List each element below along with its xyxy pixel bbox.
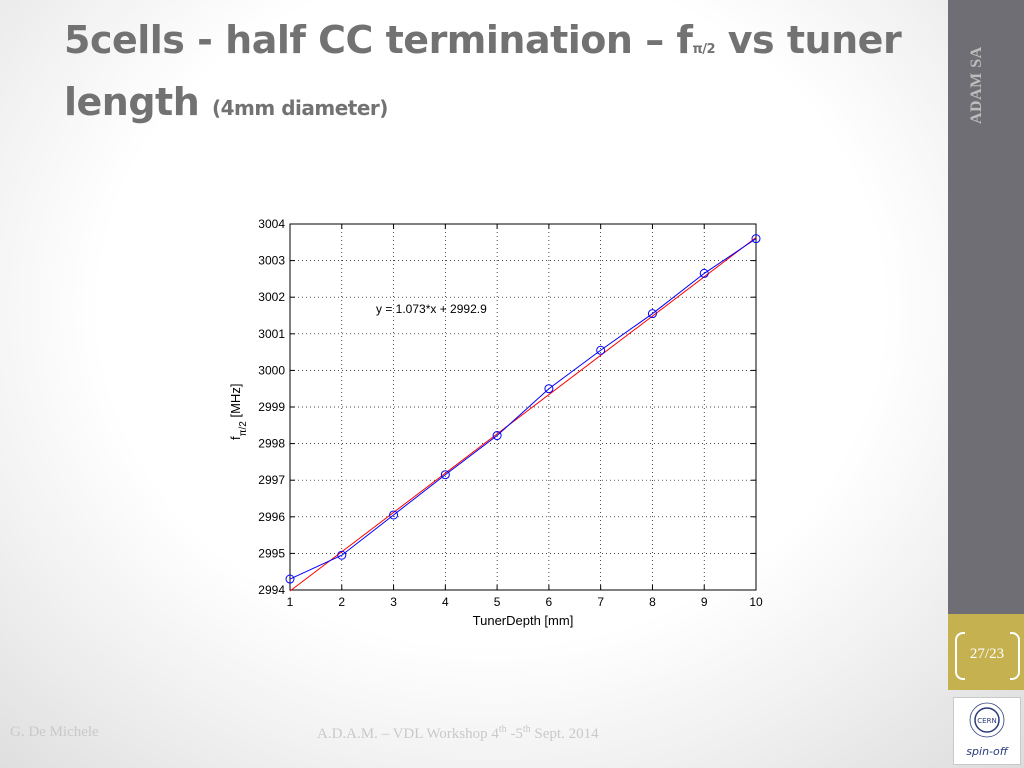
y-tick-label: 3000 — [258, 363, 285, 377]
sidebar-company-label: ADAM SA — [968, 46, 985, 124]
x-tick-label: 3 — [390, 595, 397, 609]
footer-event: A.D.A.M. – VDL Workshop 4th -5th Sept. 2… — [317, 724, 599, 743]
data-point — [596, 345, 606, 355]
fit-equation-annotation: y = 1.073*x + 2992.9 — [376, 302, 487, 316]
sidebar-band — [948, 0, 1024, 614]
x-tick-label: 8 — [649, 595, 656, 609]
y-tick-label: 2994 — [258, 583, 285, 597]
y-tick-label: 2996 — [258, 510, 285, 524]
title-text-1: 5cells - half CC termination – f — [64, 18, 693, 62]
data-point — [285, 574, 295, 584]
footer-event-a: A.D.A.M. – VDL Workshop 4 — [317, 726, 499, 742]
y-tick-label: 3004 — [258, 217, 285, 231]
cern-logo-icon: CERN — [969, 702, 1005, 738]
y-axis-label-main: f — [228, 436, 243, 440]
x-tick-label: 7 — [597, 595, 604, 609]
title-subscript: π/2 — [692, 42, 716, 57]
y-tick-label: 3002 — [258, 290, 285, 304]
x-tick-label: 6 — [546, 595, 553, 609]
y-axis-label: fπ/2 [MHz] — [228, 384, 249, 440]
x-tick-label: 1 — [287, 595, 294, 609]
data-point — [440, 470, 450, 480]
page-number: 27/23 — [969, 645, 1005, 662]
left-bracket-icon — [955, 632, 965, 680]
footer-sup-2: th — [522, 724, 531, 735]
y-tick-label: 3001 — [258, 327, 285, 341]
footer-sup-1: th — [498, 724, 507, 735]
data-point — [544, 384, 554, 394]
y-tick-label: 3003 — [258, 254, 285, 268]
right-bracket-icon — [1010, 632, 1020, 680]
y-tick-label: 2995 — [258, 546, 285, 560]
cern-spin-off-logo: CERN spin-off — [953, 697, 1021, 765]
title-text-2: vs tuner length — [64, 18, 902, 124]
chart: 1 2 3 4 5 6 7 8 9 10 2994 2995 2996 2997 2998 2999 3000 3… — [228, 217, 763, 628]
slide-title: 5cells - half CC termination – fπ/2 vs t… — [64, 14, 924, 135]
cern-logo-text: CERN — [977, 717, 996, 725]
y-tick-label: 2997 — [258, 473, 285, 487]
y-axis-label-subscript: π/2 — [238, 421, 249, 437]
x-tick-label: 5 — [494, 595, 501, 609]
data-point — [337, 550, 347, 560]
data-point — [389, 510, 399, 520]
data-point — [647, 309, 657, 319]
footer-event-b: -5 — [506, 726, 523, 742]
x-tick-label: 10 — [749, 595, 763, 609]
spin-off-text: spin-off — [966, 745, 1008, 758]
x-tick-label: 2 — [338, 595, 345, 609]
footer-event-c: Sept. 2014 — [530, 726, 599, 742]
x-tick-label: 4 — [442, 595, 449, 609]
y-tick-label: 2999 — [258, 400, 285, 414]
footer-author: G. De Michele — [10, 724, 99, 740]
y-axis-label-unit: [MHz] — [228, 384, 243, 422]
title-diameter-note: (4mm diameter) — [212, 96, 388, 120]
data-point — [751, 234, 761, 244]
x-axis-label: TunerDepth [mm] — [473, 613, 574, 628]
y-tick-label: 2998 — [258, 437, 285, 451]
data-point — [699, 268, 709, 278]
series-line — [289, 238, 757, 580]
fit-line — [289, 237, 757, 592]
x-tick-label: 9 — [701, 595, 708, 609]
data-point — [492, 431, 502, 441]
